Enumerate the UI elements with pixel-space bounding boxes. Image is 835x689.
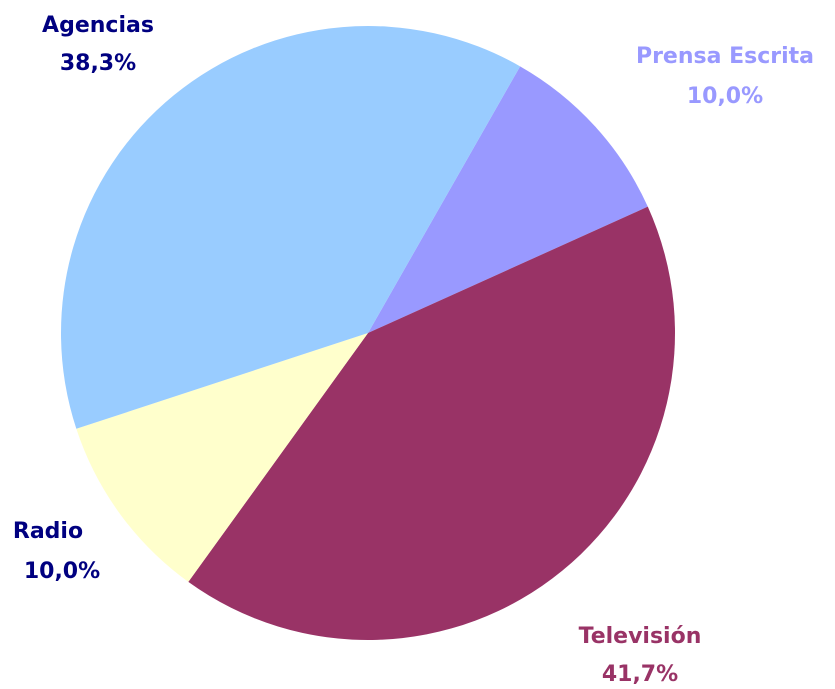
- pie-slice: [188, 206, 676, 640]
- pie-slice: [368, 66, 648, 333]
- slice-name: Televisión: [579, 624, 702, 649]
- slice-value-label: 41,7%: [602, 662, 678, 687]
- slice-name: Radio: [13, 519, 83, 544]
- slice-value-label: 38,3%: [60, 51, 136, 76]
- slice-name: Agencias: [42, 13, 154, 38]
- pie-slice: [61, 26, 521, 429]
- pie-slice: [76, 333, 368, 582]
- slice-name: Prensa Escrita: [636, 44, 814, 69]
- slice-value-label: 10,0%: [24, 559, 100, 584]
- slice-value-label: 10,0%: [687, 84, 763, 109]
